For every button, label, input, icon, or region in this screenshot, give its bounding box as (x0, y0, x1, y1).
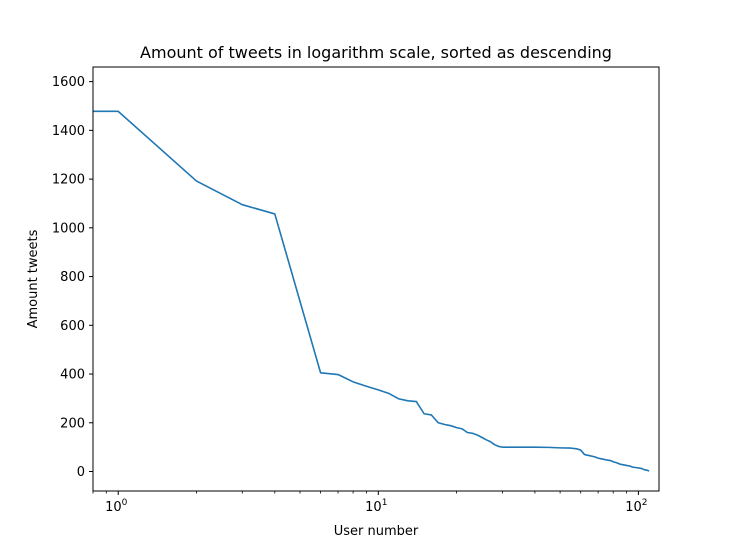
x-axis-label: User number (334, 524, 419, 539)
axes-frame (92, 66, 660, 492)
y-tick-label: 1600 (52, 75, 85, 90)
y-tick-label: 0 (77, 465, 85, 480)
y-tick-label: 1000 (52, 221, 85, 236)
y-tick-label: 1400 (52, 124, 85, 139)
y-tick-label: 600 (60, 319, 85, 334)
y-tick-label: 200 (60, 416, 85, 431)
y-tick-label: 1200 (52, 173, 85, 188)
y-tick-label: 400 (60, 368, 85, 383)
chart-title: Amount of tweets in logarithm scale, sor… (140, 43, 612, 62)
data-series-line (93, 110, 650, 472)
y-axis-label: Amount tweets (26, 229, 41, 328)
y-tick-label: 800 (60, 270, 85, 285)
